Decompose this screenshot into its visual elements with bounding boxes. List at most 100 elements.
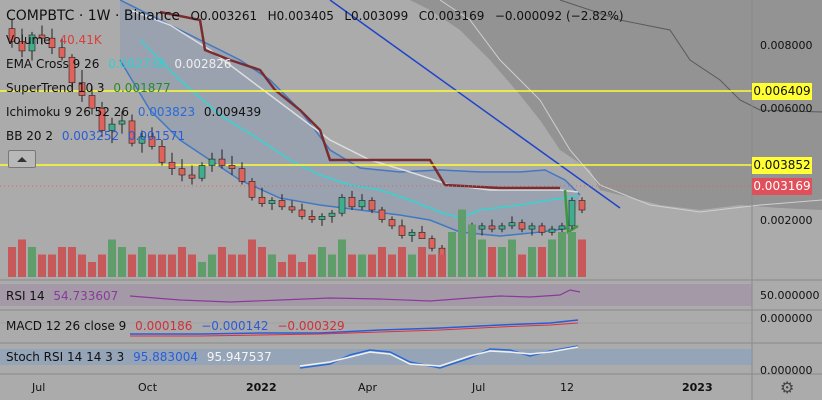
stoch-band — [0, 349, 752, 365]
rsi-value: 54.733607 — [53, 289, 119, 303]
volume-bar — [38, 254, 46, 277]
stoch-axis-0: 0.000000 — [760, 364, 813, 377]
macd-axis-0: 0.000000 — [760, 312, 813, 325]
volume-bar — [558, 232, 566, 277]
candle-body — [548, 228, 556, 233]
candle-body — [278, 200, 286, 208]
supertrend-value: 0.001877 — [113, 81, 171, 95]
trend-line — [329, 0, 621, 209]
supertrend-line — [159, 10, 560, 190]
candle-body — [28, 34, 36, 52]
ichimoku-value-1: 0.003823 — [137, 105, 196, 119]
stoch-k — [299, 345, 579, 369]
volume-bar — [198, 262, 206, 277]
rsi-axis-50: 50.000000 — [760, 289, 820, 302]
volume-bar — [578, 239, 586, 277]
candle-body — [168, 161, 176, 169]
price-label-yellow-mid: 0.003852 — [752, 157, 812, 174]
gear-icon[interactable]: ⚙ — [780, 378, 795, 397]
candle-body — [18, 41, 26, 52]
volume-bar — [518, 254, 526, 277]
collapse-legend-button[interactable] — [8, 150, 36, 168]
volume-bar — [498, 247, 506, 277]
volume-bar — [448, 232, 456, 277]
candle-body — [288, 206, 296, 211]
volume-bar — [528, 247, 536, 277]
volume-bar — [208, 254, 216, 277]
supertrend-label: SuperTrend 10 3 — [6, 81, 105, 95]
ema-label: EMA Cross 9 26 — [6, 57, 100, 71]
volume-bar — [348, 254, 356, 277]
bb-fill — [120, 0, 580, 236]
candle-body — [248, 181, 256, 198]
volume-bar — [148, 254, 156, 277]
volume-bar — [538, 247, 546, 277]
candle-body — [508, 222, 516, 227]
candle-body — [218, 158, 226, 166]
candle-body — [348, 196, 356, 208]
candle-body — [558, 225, 566, 230]
volume-bar — [338, 239, 346, 277]
supertrend-legend[interactable]: SuperTrend 10 3 0.001877 — [6, 81, 176, 95]
symbol-name[interactable]: COMPBTC · 1W · Binance — [6, 8, 181, 24]
candle-body — [378, 209, 386, 220]
candle-body — [428, 238, 436, 249]
high-value: H0.003405 — [267, 9, 334, 23]
candle-body — [578, 200, 586, 211]
ichimoku-legend[interactable]: Ichimoku 9 26 52 26 0.003823 0.009439 — [6, 105, 266, 119]
candle-body — [148, 136, 156, 147]
bb-label: BB 20 2 — [6, 129, 53, 143]
volume-bar — [8, 247, 16, 277]
time-tick-jul2: Jul — [471, 381, 485, 394]
volume-bar — [468, 224, 476, 277]
volume-bar — [548, 239, 556, 277]
bb-lower-value: 0.001571 — [127, 129, 186, 143]
bb-legend[interactable]: BB 20 2 0.003252 0.001571 — [6, 129, 190, 143]
volume-bar — [268, 254, 276, 277]
ichimoku-cloud — [410, 0, 822, 210]
stoch-k-value: 95.883004 — [133, 350, 198, 364]
volume-value: 40.41K — [59, 33, 102, 47]
price-tick-0006: 0.006000 — [760, 102, 813, 115]
ema-legend[interactable]: EMA Cross 9 26 0.002738 0.002826 — [6, 57, 237, 71]
candle-body — [368, 200, 376, 211]
candle-body — [268, 200, 276, 204]
volume-bar — [258, 247, 266, 277]
time-tick-2023: 2023 — [682, 381, 713, 394]
volume-legend[interactable]: Volume 40.41K — [6, 33, 107, 47]
time-tick-12: 12 — [560, 381, 574, 394]
volume-bar — [108, 239, 116, 277]
volume-bar — [88, 262, 96, 277]
stoch-d — [299, 346, 579, 367]
volume-bar — [288, 254, 296, 277]
symbol-header: COMPBTC · 1W · Binance O0.003261 H0.0034… — [6, 8, 630, 24]
rsi-legend[interactable]: RSI 14 54.733607 — [6, 289, 123, 303]
stoch-legend[interactable]: Stoch RSI 14 14 3 3 95.883004 95.947537 — [6, 350, 277, 364]
volume-bar — [178, 247, 186, 277]
volume-bar — [28, 247, 36, 277]
candle-body — [498, 225, 506, 230]
macd-legend[interactable]: MACD 12 26 close 9 0.000186 −0.000142 −0… — [6, 319, 350, 333]
volume-bar — [358, 254, 366, 277]
candle-body — [118, 120, 126, 125]
candle-body — [328, 212, 336, 217]
macd-value: −0.000142 — [201, 319, 269, 333]
volume-bar — [138, 247, 146, 277]
ichimoku-label: Ichimoku 9 26 52 26 — [6, 105, 129, 119]
candle-body — [408, 231, 416, 236]
volume-bar — [168, 254, 176, 277]
volume-bar — [328, 254, 336, 277]
ema-slow-value: 0.002826 — [174, 57, 232, 71]
close-value: C0.003169 — [418, 9, 485, 23]
candle-body — [8, 28, 16, 42]
candle-body — [308, 216, 316, 220]
macd-label: MACD 12 26 close 9 — [6, 319, 127, 333]
volume-bar — [388, 254, 396, 277]
volume-bar — [78, 254, 86, 277]
price-label-yellow-top: 0.006409 — [752, 83, 812, 100]
volume-bar — [298, 262, 306, 277]
time-tick-2022: 2022 — [246, 381, 277, 394]
volume-group — [8, 209, 586, 277]
candle-body — [108, 123, 116, 131]
